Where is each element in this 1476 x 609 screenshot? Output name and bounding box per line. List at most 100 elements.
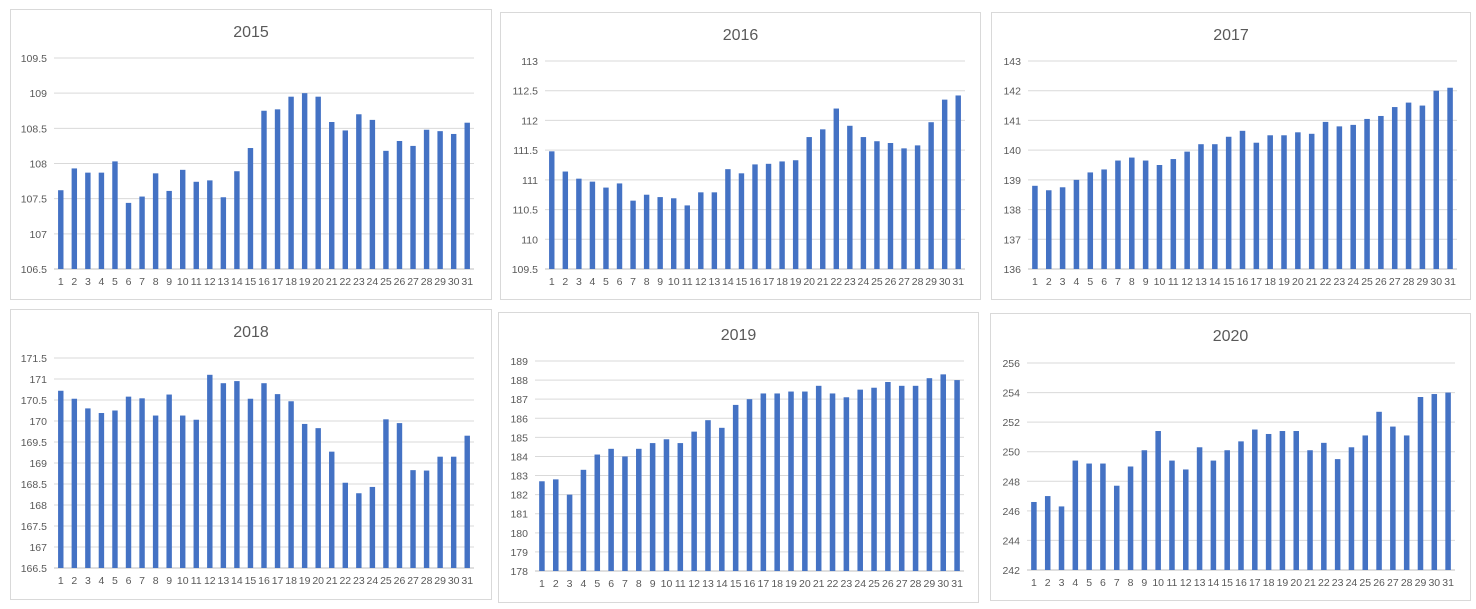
bar <box>1445 392 1451 570</box>
x-tick-label: 28 <box>912 276 924 288</box>
bar <box>1086 463 1092 570</box>
y-tick-label: 178 <box>510 566 528 578</box>
bar <box>765 163 772 269</box>
bar <box>1281 135 1287 269</box>
y-tick-label: 108 <box>29 159 47 171</box>
y-tick-label: 252 <box>1002 417 1020 429</box>
bar <box>955 95 961 270</box>
x-tick-label: 18 <box>285 575 297 587</box>
bar <box>207 180 213 269</box>
x-tick-label: 19 <box>299 575 311 587</box>
y-tick-label: 183 <box>510 471 528 483</box>
bar <box>1156 165 1163 269</box>
bar <box>85 408 91 568</box>
x-tick-label: 6 <box>617 276 623 288</box>
x-tick-label: 4 <box>589 276 595 288</box>
x-tick-label: 30 <box>1428 577 1440 589</box>
bar <box>914 145 921 269</box>
x-tick-label: 31 <box>952 276 964 288</box>
x-tick-label: 23 <box>841 578 853 590</box>
y-tick-label: 169.5 <box>21 437 47 449</box>
bar <box>705 420 711 571</box>
y-tick-label: 138 <box>1003 205 1021 217</box>
x-tick-label: 1 <box>1032 276 1038 288</box>
y-tick-label: 168.5 <box>21 479 47 491</box>
x-tick-label: 23 <box>1332 577 1344 589</box>
x-tick-label: 11 <box>1167 577 1178 589</box>
bar <box>207 374 213 568</box>
x-tick-label: 5 <box>603 276 609 288</box>
bar <box>1196 447 1203 570</box>
bar <box>806 137 812 269</box>
x-tick-label: 15 <box>1223 276 1235 288</box>
bar <box>1253 142 1260 269</box>
bar <box>1087 172 1094 269</box>
chart-title: 2017 <box>1213 27 1249 44</box>
x-tick-label: 11 <box>191 575 202 587</box>
y-tick-label: 189 <box>510 356 528 368</box>
x-tick-label: 22 <box>830 276 842 288</box>
x-tick-label: 18 <box>771 578 783 590</box>
x-tick-label: 8 <box>153 575 159 587</box>
bar <box>1376 411 1382 570</box>
chart-svg: 2019178179180181182183184185186187188189… <box>510 327 964 590</box>
x-tick-label: 10 <box>661 578 673 590</box>
x-tick-label: 29 <box>434 575 446 587</box>
x-tick-label: 17 <box>763 276 775 288</box>
bar <box>725 169 731 269</box>
x-tick-label: 3 <box>1059 577 1065 589</box>
bar <box>829 393 836 571</box>
bar <box>719 427 725 571</box>
x-tick-label: 4 <box>1074 276 1080 288</box>
bar <box>356 114 362 270</box>
bar <box>1403 435 1410 570</box>
y-tick-label: 136 <box>1003 264 1021 276</box>
y-tick-label: 107 <box>29 229 47 241</box>
chart-panel-2020: 2020 242 244 246 248 250 252 254 256 1 2 3 4 5 6 7 8 9 10 1… <box>990 313 1471 601</box>
x-tick-label: 7 <box>1115 276 1121 288</box>
bar <box>247 148 254 269</box>
y-tick-label: 112.5 <box>513 86 539 98</box>
y-tick-label: 256 <box>1002 358 1020 370</box>
bar <box>691 431 697 571</box>
x-tick-label: 24 <box>1346 577 1358 589</box>
bar <box>1295 132 1301 269</box>
x-tick-label: 28 <box>1401 577 1413 589</box>
bar <box>423 129 430 269</box>
y-tick-label: 113 <box>521 56 538 68</box>
bar <box>552 479 559 571</box>
x-tick-label: 27 <box>1387 577 1399 589</box>
bar <box>1391 107 1398 269</box>
x-tick-label: 2 <box>562 276 568 288</box>
x-tick-label: 12 <box>204 276 216 288</box>
y-tick-label: 186 <box>510 413 528 425</box>
bar <box>1238 441 1244 570</box>
x-tick-label: 24 <box>858 276 870 288</box>
x-tick-label: 2 <box>71 575 77 587</box>
bar <box>1378 115 1384 269</box>
x-tick-label: 26 <box>394 276 406 288</box>
bar <box>630 200 636 269</box>
x-tick-label: 5 <box>112 575 118 587</box>
x-tick-label: 11 <box>675 578 686 590</box>
bar <box>193 419 199 568</box>
bar <box>589 181 596 269</box>
x-tick-label: 4 <box>98 575 104 587</box>
x-tick-label: 11 <box>682 276 693 288</box>
bar <box>1045 190 1052 269</box>
y-tick-label: 166.5 <box>21 563 47 575</box>
x-tick-label: 17 <box>1250 276 1262 288</box>
bar <box>274 394 281 568</box>
bar <box>820 129 826 269</box>
chart-panel-2019: 2019 178 179 180 181 182 183 184 185 186 187 188 189… <box>498 312 979 603</box>
x-tick-label: 1 <box>58 276 64 288</box>
x-tick-label: 14 <box>1208 577 1220 589</box>
x-tick-label: 11 <box>1168 276 1179 288</box>
bar <box>71 398 78 568</box>
x-tick-label: 22 <box>1318 577 1330 589</box>
bar <box>1198 144 1204 269</box>
x-tick-label: 19 <box>299 276 311 288</box>
x-tick-label: 7 <box>139 276 145 288</box>
bar <box>315 96 321 269</box>
